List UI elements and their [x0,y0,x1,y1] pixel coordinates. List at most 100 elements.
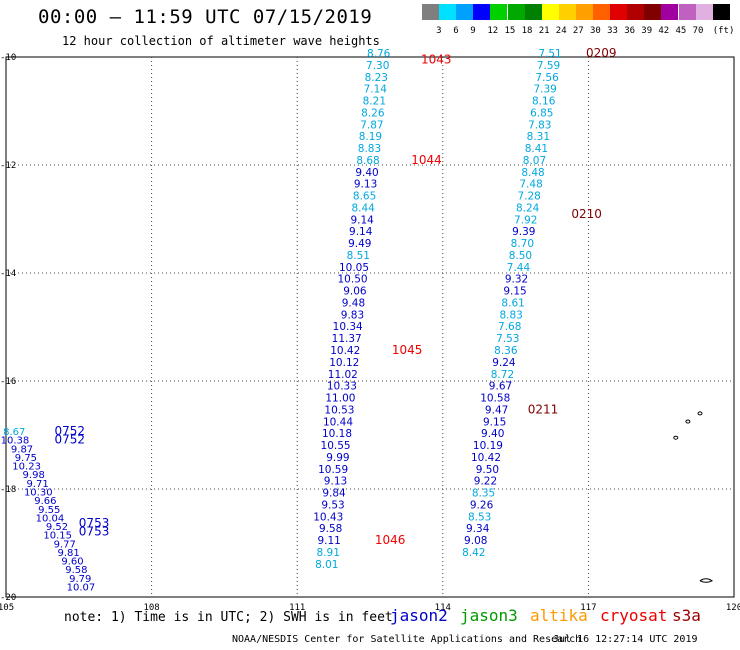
swh-value-label: 7.87 [360,119,383,131]
colorbar-tick-label: 36 [624,26,636,36]
swh-value-label: 9.13 [354,179,377,191]
pass-time-label: 0209 [586,46,617,60]
swh-value-label: 9.67 [489,381,512,393]
swh-value-label: 8.70 [511,238,534,250]
swh-value-label: 11.02 [328,369,358,381]
swh-value-label: 9.98 [23,470,45,481]
y-tick-label: -20 [0,593,16,603]
pass-time-label: 0210 [571,207,602,221]
colorbar-swatch [524,4,542,20]
swh-value-label: 8.72 [491,369,514,381]
swh-value-label: 9.81 [58,548,80,559]
chart-subtitle: 12 hour collection of altimeter wave hei… [62,34,380,48]
colorbar-swatch [507,4,525,20]
swh-value-label: 8.83 [499,309,522,321]
swh-value-label: 8.68 [356,155,379,167]
colorbar-tick-label: 30 [590,26,601,36]
island-outline [673,435,679,440]
colorbar-swatch [661,4,679,20]
swh-value-label: 10.58 [480,393,510,405]
x-tick-label: 120 [726,603,740,613]
colorbar-tick-label: 39 [641,26,653,36]
swh-value-label: 10.18 [322,428,352,440]
swh-value-label: 9.71 [26,479,48,490]
swh-value-label: 8.19 [359,131,382,143]
swh-value-label: 9.08 [464,535,487,547]
swh-value-label: 8.44 [351,202,375,214]
swh-value-label: 7.83 [528,119,551,131]
pass-time-label: 1044 [411,153,442,167]
swh-value-label: 8.16 [532,96,556,108]
colorbar-swatch [439,4,457,20]
satellite-legend-entry: jason2 [390,606,448,625]
colorbar-swatch [575,4,593,20]
swh-value-label: 9.77 [54,539,76,550]
swh-value-label: 9.48 [342,297,365,309]
swh-value-label: 8.53 [468,511,491,523]
swh-value-label: 8.76 [367,48,391,60]
swh-value-label: 10.15 [43,531,72,542]
swh-value-label: 9.52 [46,522,68,533]
colorbar-swatch [558,4,576,20]
swh-value-label: 9.14 [350,214,374,226]
x-tick-label: 114 [435,603,451,613]
swh-value-label: 8.67 [3,427,25,438]
colorbar-swatch [627,4,645,20]
pass-time-label: 1043 [421,52,452,66]
x-tick-label: 108 [143,603,159,613]
colorbar-tick-label: 3 [436,26,442,36]
x-tick-label: 117 [580,603,596,613]
swh-value-label: 9.99 [326,452,349,464]
colorbar-tick-label: 21 [538,26,550,36]
swh-value-label: 8.36 [494,345,518,357]
credit-line: NOAA/NESDIS Center for Satellite Applica… [232,634,582,645]
swh-value-label: 8.23 [365,72,388,84]
swh-value-label: 7.48 [519,179,542,191]
colorbar-swatch [678,4,696,20]
x-tick-label: 105 [0,603,14,613]
swh-value-label: 7.51 [538,48,561,60]
colorbar-tick-label: 27 [572,26,584,36]
pass-time-label: 0211 [528,402,559,416]
colorbar-tick-label: 18 [521,26,533,36]
y-tick-label: -10 [0,53,16,63]
pass-time-label: 0753 [79,516,110,530]
swh-value-label: 8.48 [521,167,544,179]
swh-value-label: 9.40 [481,428,504,440]
pass-time-label: 1046 [375,533,406,547]
colorbar-tick-label: 45 [675,26,687,36]
swh-value-label: 9.60 [61,557,83,568]
swh-value-label: 10.38 [1,436,30,447]
swh-value-label: 10.33 [327,381,357,393]
y-tick-label: -18 [0,485,16,495]
colorbar-swatch [695,4,713,20]
swh-value-label: 10.19 [473,440,503,452]
swh-value-label: 9.06 [343,286,367,298]
swh-value-label: 9.15 [503,286,526,298]
swh-value-label: 8.41 [525,143,548,155]
swh-value-label: 8.01 [315,559,338,571]
swh-value-label: 10.42 [471,452,501,464]
swh-value-label: 8.51 [347,250,370,262]
swh-value-label: 10.50 [338,274,368,286]
footer-note: note: 1) Time is in UTC; 2) SWH is in fe… [64,610,393,625]
island-outline [685,419,691,424]
satellite-legend-entry: cryosat [600,606,668,625]
colorbar-swatch [456,4,474,20]
swh-value-label: 10.12 [329,357,359,369]
pass-time-label: 0752 [55,433,86,447]
swh-value-label: 9.53 [321,499,344,511]
satellite-legend-entry: jason3 [460,606,518,625]
swh-value-label: 7.44 [507,262,531,274]
swh-value-label: 7.59 [537,60,560,72]
swh-value-label: 9.55 [38,505,60,516]
swh-value-label: 10.42 [330,345,360,357]
y-tick-label: -16 [0,377,16,387]
swh-value-label: 9.83 [341,309,364,321]
swh-value-label: 9.49 [348,238,371,250]
swh-value-label: 9.26 [470,499,494,511]
colorbar-swatch [422,4,439,20]
swh-value-label: 8.21 [363,96,386,108]
swh-value-label: 10.30 [24,487,53,498]
swh-value-label: 9.13 [324,476,347,488]
